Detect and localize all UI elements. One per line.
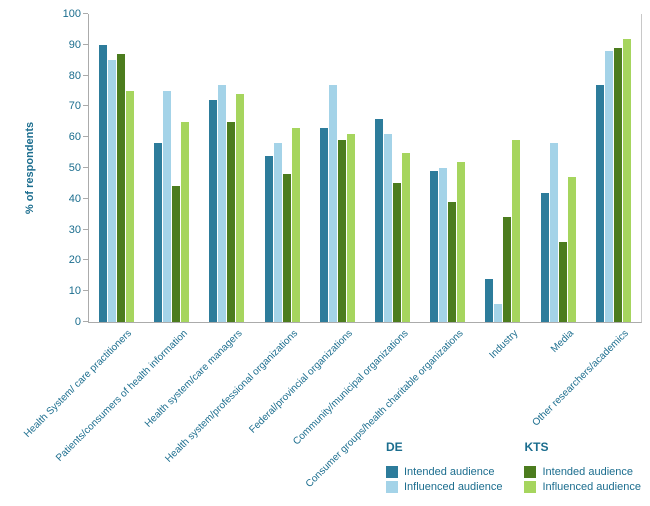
bar-de-influenced xyxy=(108,60,117,322)
legend-group-kts: KTS Intended audience Influenced audience xyxy=(524,440,641,496)
bar-de-influenced xyxy=(604,50,613,322)
plot-area: 0 10 20 30 40 50 60 70 80 90 100 Health System/ car… xyxy=(22,8,642,490)
y-tick-mark xyxy=(83,43,88,45)
bar-kts-intended xyxy=(558,241,567,322)
bar-group xyxy=(144,91,199,322)
legend-group-title: KTS xyxy=(524,440,549,454)
bar-group xyxy=(310,84,365,322)
bar-kts-intended xyxy=(282,174,291,322)
legend-swatch xyxy=(524,466,537,478)
bar-kts-influenced xyxy=(567,177,576,322)
legend-entry: Influenced audience xyxy=(386,481,502,493)
y-tick-label: 20 xyxy=(68,254,81,267)
legend-swatch xyxy=(386,481,398,493)
legend-label: Intended audience xyxy=(542,466,633,478)
bar-kts-intended xyxy=(613,47,622,322)
legend-swatch xyxy=(524,481,537,493)
bar-group xyxy=(586,38,641,322)
bar-group xyxy=(475,140,530,322)
y-tick-mark xyxy=(83,13,88,14)
legend-label: Influenced audience xyxy=(404,481,503,493)
legend-label: Intended audience xyxy=(404,466,495,478)
bar-kts-influenced xyxy=(346,134,355,322)
bar-de-influenced xyxy=(439,168,448,322)
bar-de-intended xyxy=(430,171,439,322)
y-axis-title: % of respondents xyxy=(24,121,36,215)
bar-de-intended xyxy=(375,118,384,322)
bar-kts-intended xyxy=(227,121,236,322)
bar-group xyxy=(365,118,420,322)
y-tick-label: 40 xyxy=(68,192,81,205)
bar-kts-intended xyxy=(337,140,346,322)
legend-swatch xyxy=(386,466,398,478)
bar-de-intended xyxy=(264,155,273,322)
y-tick-label: 50 xyxy=(68,162,81,174)
legend-entry: Intended audience xyxy=(524,466,640,478)
x-axis-label: Media xyxy=(548,328,576,356)
y-tick-mark xyxy=(83,136,88,138)
bar-kts-intended xyxy=(448,201,457,322)
bar-de-intended xyxy=(209,100,218,322)
bar-de-intended xyxy=(154,143,163,322)
legend-entry: Intended audience xyxy=(386,466,502,478)
y-tick-mark xyxy=(83,290,88,292)
y-tick-label: 70 xyxy=(68,100,81,113)
x-axis-label: Health System/ care practitioners xyxy=(22,328,135,440)
x-axis-label: Other researchers/academics xyxy=(530,328,632,429)
bar-de-influenced xyxy=(163,91,172,322)
bar-kts-influenced xyxy=(126,91,135,322)
legend-group-de: DE Intended audience Influenced audience xyxy=(386,440,502,496)
bar-de-influenced xyxy=(384,134,393,322)
bar-kts-intended xyxy=(503,217,512,322)
legend-entry: Influenced audience xyxy=(524,481,641,493)
bar-group xyxy=(255,127,310,322)
x-axis-label: Federal/provincial organizations xyxy=(247,328,356,436)
bar-de-influenced xyxy=(218,84,227,322)
y-tick-mark xyxy=(83,105,88,107)
y-tick-mark xyxy=(83,259,88,261)
bar-kts-influenced xyxy=(622,38,631,322)
bar-kts-influenced xyxy=(181,121,190,322)
x-axis-label: Industry xyxy=(487,328,521,361)
bar-kts-influenced xyxy=(512,140,521,322)
bar-kts-intended xyxy=(393,183,402,322)
bar-kts-influenced xyxy=(236,94,245,322)
y-tick-mark xyxy=(83,321,88,322)
legend-group-title: DE xyxy=(386,440,403,454)
y-tick-mark xyxy=(83,228,88,230)
y-tick-mark xyxy=(83,74,88,76)
y-tick-label: 100 xyxy=(62,8,81,20)
bar-group xyxy=(199,84,254,322)
bar-de-intended xyxy=(595,84,604,322)
x-axis-label: Community/municipal organizations xyxy=(290,328,411,448)
bar-group xyxy=(531,143,586,322)
bar-de-influenced xyxy=(549,143,558,322)
y-tick-label: 60 xyxy=(68,131,81,144)
bar-kts-intended xyxy=(172,186,181,322)
bar-kts-intended xyxy=(117,54,126,322)
y-tick-mark xyxy=(83,197,88,199)
bar-de-influenced xyxy=(273,143,282,322)
bar-kts-influenced xyxy=(457,161,466,322)
bar-group xyxy=(89,44,144,322)
x-axis-label: Health system/care managers xyxy=(143,328,245,430)
y-tick-label: 90 xyxy=(68,38,81,51)
bar-de-intended xyxy=(319,127,328,322)
bar-de-influenced xyxy=(328,84,337,322)
legend-label: Influenced audience xyxy=(542,481,641,493)
y-tick-label: 0 xyxy=(74,316,81,328)
y-tick-label: 30 xyxy=(68,223,81,236)
bar-de-intended xyxy=(485,278,494,322)
legend: DE Intended audience Influenced audience KT… xyxy=(386,440,641,496)
bar-de-influenced xyxy=(494,303,503,322)
y-tick-label: 80 xyxy=(68,69,81,82)
bar-group xyxy=(420,161,475,322)
bar-kts-influenced xyxy=(291,127,300,322)
bar-de-intended xyxy=(540,192,549,322)
y-tick-label: 10 xyxy=(68,285,81,298)
bar-de-intended xyxy=(99,44,108,322)
bar-kts-influenced xyxy=(402,152,411,322)
y-tick-mark xyxy=(83,167,88,168)
